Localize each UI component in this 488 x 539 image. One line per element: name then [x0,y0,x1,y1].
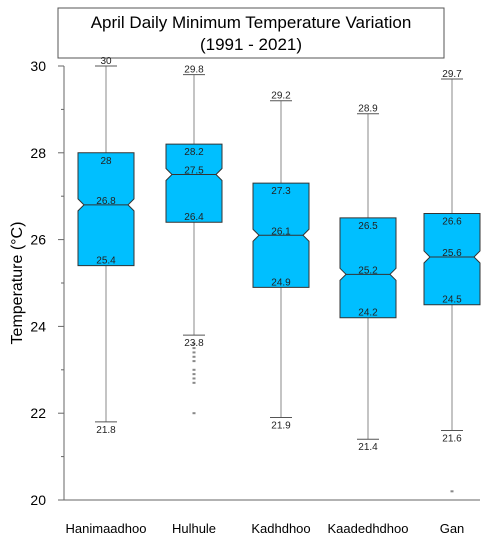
box-plot-hulhule: 29.8 28.2 27.5 26.4 23.8 [165,65,223,415]
outlier-point [192,368,196,371]
outlier-point [192,381,196,384]
category-label: Kaadedhdhoo [328,521,409,536]
q1-value-label: 25.4 [96,256,116,267]
box-plots: 30 28 26.8 25.4 21.8 29.8 28.2 27.5 26.4 23.8 29.2… [77,56,481,493]
q1-value-label: 26.4 [184,212,204,223]
median-value-label: 25.2 [358,265,378,276]
outlier-point [192,373,196,376]
iqr-box [77,152,135,267]
y-tick-label: 20 [30,492,46,508]
outlier-point [450,490,454,493]
iqr-box [165,143,223,223]
min-value-label: 21.8 [96,425,116,436]
min-value-label: 23.8 [184,338,204,349]
outlier-point [192,360,196,363]
outlier-point [192,351,196,354]
box-plot-gan: 29.7 26.6 25.6 24.5 21.6 [423,69,481,493]
outlier-point [192,377,196,380]
iqr-box [339,217,397,319]
chart-title-line1: April Daily Minimum Temperature Variatio… [91,13,412,32]
category-label: Hanimaadhoo [66,521,147,536]
max-value-label: 30 [100,56,112,67]
y-tick-label: 28 [30,145,46,161]
y-tick-label: 24 [30,318,46,334]
min-value-label: 21.9 [271,421,291,432]
median-value-label: 26.8 [96,196,116,207]
box-plot-kaadedhdhoo: 28.9 26.5 25.2 24.2 21.4 [339,104,397,453]
outlier-point [192,347,196,350]
category-label: Kadhdhoo [251,521,310,536]
axes: 20 22 24 26 28 30 [30,58,480,508]
y-tick-label: 30 [30,58,46,74]
iqr-box [423,213,481,306]
outlier-point [192,342,196,345]
box-plot-kadhdhoo: 29.2 27.3 26.1 24.9 21.9 [252,91,310,432]
y-tick-label: 22 [30,405,46,421]
category-label: Gan [440,521,465,536]
y-tick-label: 26 [30,232,46,248]
max-value-label: 29.7 [442,69,462,80]
chart-title-box [57,7,445,59]
q3-value-label: 28 [100,156,112,167]
q3-value-label: 28.2 [184,147,204,158]
box-plot-hanimaadhoo: 30 28 26.8 25.4 21.8 [77,56,135,436]
category-labels: Hanimaadhoo Hulhule Kadhdhoo Kaadedhdhoo Gan [66,521,465,536]
max-value-label: 29.2 [271,91,291,102]
median-value-label: 25.6 [442,248,462,259]
median-value-label: 26.1 [271,226,291,237]
median-value-label: 27.5 [184,166,204,177]
outlier-point [192,355,196,358]
q1-value-label: 24.2 [358,308,378,319]
max-value-label: 28.9 [358,104,378,115]
q3-value-label: 26.5 [358,221,378,232]
y-axis-label: Temperature (°C) [9,222,26,345]
q1-value-label: 24.5 [442,295,462,306]
category-label: Hulhule [172,521,216,536]
q3-value-label: 27.3 [271,186,291,197]
chart-title-line2: (1991 - 2021) [200,35,302,54]
min-value-label: 21.4 [358,442,378,453]
q3-value-label: 26.6 [442,217,462,228]
outlier-point [192,412,196,415]
q1-value-label: 24.9 [271,277,291,288]
max-value-label: 29.8 [184,65,204,76]
min-value-label: 21.6 [442,434,462,445]
